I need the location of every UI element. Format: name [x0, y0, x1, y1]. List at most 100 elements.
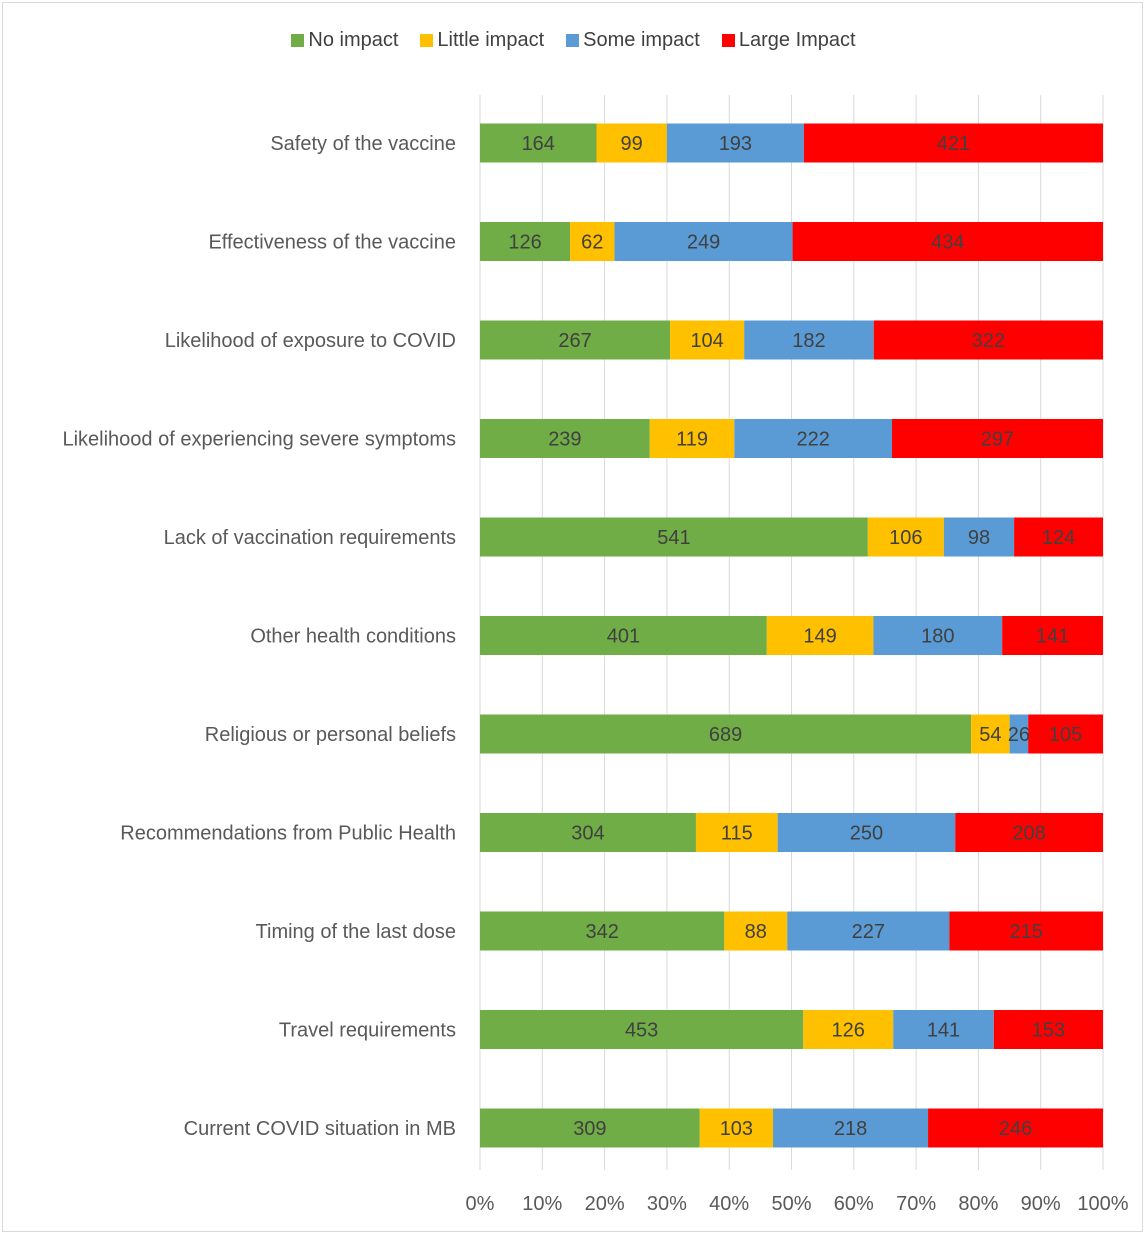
data-label: 222	[796, 429, 829, 451]
bar-segment	[955, 813, 1103, 852]
legend-swatch	[566, 34, 580, 47]
data-label: 267	[558, 330, 591, 352]
data-label: 218	[834, 1118, 867, 1140]
bar-segment	[480, 517, 868, 557]
data-label: 103	[720, 1118, 753, 1140]
bar-segment	[893, 1010, 994, 1049]
bar-segment	[480, 1010, 804, 1049]
x-tick-label: 0%	[466, 1193, 495, 1215]
bar-segment	[873, 320, 1103, 360]
bar-segment	[614, 222, 793, 261]
bar-segment	[480, 714, 972, 754]
bar-segment	[480, 320, 671, 360]
data-label: 164	[522, 133, 555, 155]
bar-segment	[1009, 714, 1029, 754]
bar-segment	[928, 1108, 1103, 1148]
x-tick-label: 100%	[1077, 1193, 1128, 1215]
legend-item: Large Impact	[721, 29, 856, 52]
category-label: Other health conditions	[250, 626, 456, 648]
legend-swatch	[721, 34, 735, 47]
legend-label: Large Impact	[738, 29, 856, 51]
bar-segment	[480, 419, 650, 458]
data-label: 401	[607, 626, 640, 648]
legend-swatch	[291, 34, 305, 47]
data-label: 689	[709, 724, 742, 746]
bar-segment	[867, 517, 944, 557]
bar-segment	[787, 911, 950, 951]
bar-segment	[993, 1010, 1103, 1049]
bar-segment	[724, 911, 788, 951]
legend-swatch	[420, 34, 434, 47]
data-label: 322	[972, 330, 1005, 352]
bar-segment	[773, 1108, 929, 1148]
data-label: 250	[850, 823, 883, 845]
bar-segment	[892, 419, 1103, 458]
data-label: 141	[927, 1020, 960, 1042]
data-label: 126	[508, 232, 541, 254]
data-label: 104	[690, 330, 723, 352]
legend-label: Some impact	[583, 29, 700, 51]
legend: No impact Little impact Some impact Large I…	[0, 29, 1147, 52]
category-label: Travel requirements	[279, 1020, 456, 1042]
x-tick-label: 20%	[585, 1193, 625, 1215]
bar-segment	[949, 911, 1103, 951]
bar-segment	[792, 222, 1103, 261]
data-label: 62	[581, 232, 603, 254]
bar-segment	[1014, 517, 1103, 557]
bar-segment	[480, 222, 571, 261]
data-label: 54	[979, 724, 1001, 746]
data-label: 246	[999, 1118, 1032, 1140]
bar-segment	[766, 616, 874, 655]
data-label: 99	[621, 133, 643, 155]
category-label: Effectiveness of the vaccine	[208, 232, 456, 254]
bar-segment	[803, 1010, 894, 1049]
data-label: 119	[676, 429, 708, 451]
bar-segment	[1028, 714, 1103, 754]
category-label: Safety of the vaccine	[270, 133, 456, 155]
bar-segment	[1002, 616, 1103, 655]
data-label: 421	[937, 133, 970, 155]
data-label: 153	[1032, 1020, 1065, 1042]
bar-segment	[695, 813, 778, 852]
data-label: 105	[1049, 724, 1082, 746]
category-label: Likelihood of experiencing severe sympto…	[62, 429, 456, 451]
bar-segment	[480, 616, 767, 655]
data-label: 106	[889, 527, 922, 549]
data-label: 149	[803, 626, 836, 648]
data-label: 180	[921, 626, 954, 648]
data-label: 249	[687, 232, 720, 254]
bar-segment	[596, 123, 667, 163]
bar-segment	[480, 123, 597, 163]
bar-segment	[971, 714, 1010, 754]
x-tick-label: 90%	[1021, 1193, 1061, 1215]
legend-item: No impact	[291, 29, 398, 52]
bar-segment	[480, 1108, 700, 1148]
data-label: 182	[792, 330, 825, 352]
data-label: 304	[571, 823, 604, 845]
bar-segment	[744, 320, 874, 360]
category-label: Current COVID situation in MB	[184, 1118, 456, 1140]
bar-segment	[649, 419, 735, 458]
data-label: 208	[1012, 823, 1045, 845]
bar-segment	[734, 419, 893, 458]
category-label: Recommendations from Public Health	[120, 823, 456, 845]
bar-segment	[670, 320, 745, 360]
data-label: 453	[625, 1020, 658, 1042]
data-label: 26	[1008, 724, 1030, 746]
data-label: 297	[981, 429, 1014, 451]
data-label: 239	[548, 429, 581, 451]
bar-segment	[480, 813, 696, 852]
data-label: 309	[573, 1118, 606, 1140]
data-label: 227	[852, 921, 885, 943]
bar-segment	[699, 1108, 774, 1148]
x-tick-label: 50%	[771, 1193, 811, 1215]
data-label: 126	[832, 1020, 865, 1042]
data-label: 215	[1010, 921, 1043, 943]
x-tick-label: 40%	[709, 1193, 749, 1215]
category-label: Religious or personal beliefs	[205, 724, 456, 746]
category-label: Likelihood of exposure to COVID	[165, 330, 456, 352]
category-label: Timing of the last dose	[256, 921, 456, 943]
x-tick-label: 80%	[958, 1193, 998, 1215]
legend-item: Some impact	[566, 29, 700, 52]
